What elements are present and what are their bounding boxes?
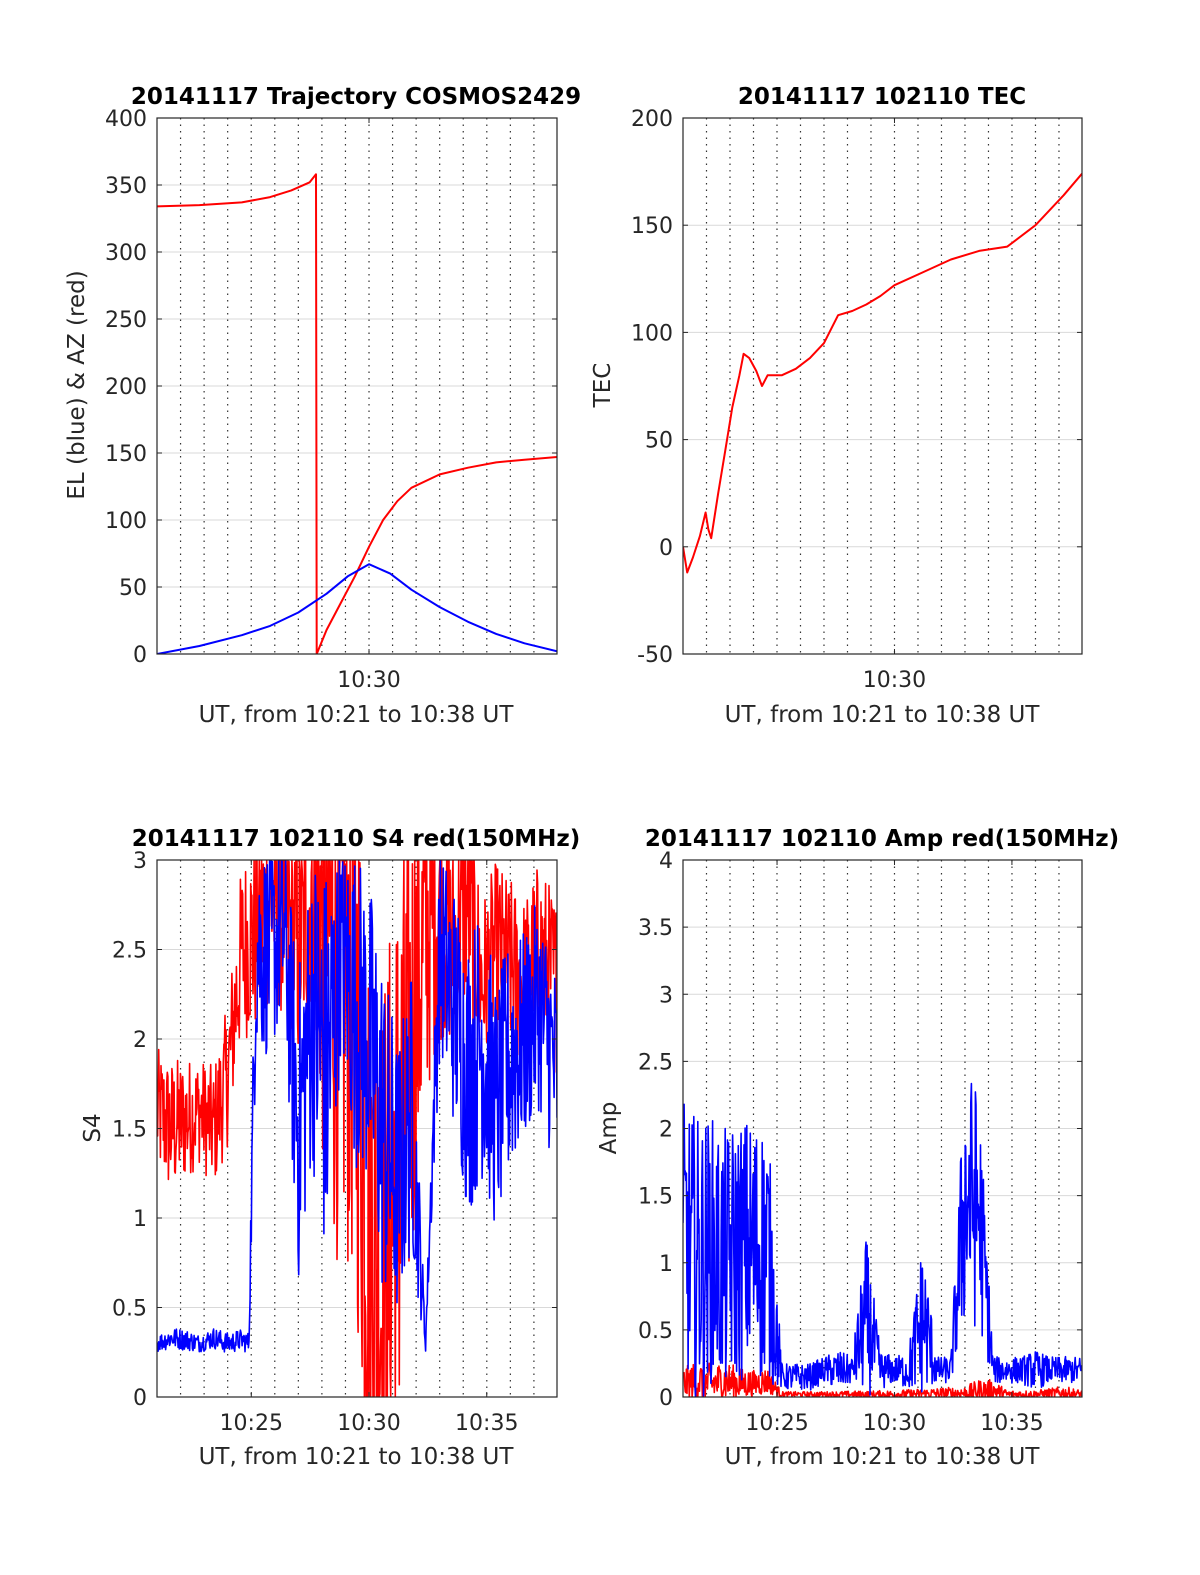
amp-ytick-label-1: 0.5 bbox=[638, 1319, 673, 1344]
tec-ytick-label-1: 0 bbox=[659, 536, 673, 561]
amp-ytick-label-4: 2 bbox=[659, 1118, 673, 1143]
s4-xtick-label-0: 10:25 bbox=[220, 1411, 283, 1436]
tec-panel: 20141117 102110 TEC UT, from 10:21 to 10… bbox=[590, 84, 1083, 728]
trajectory-title: 20141117 Trajectory COSMOS2429 bbox=[131, 84, 581, 110]
trajectory-ytick-label-1: 50 bbox=[119, 576, 147, 601]
amp-plot-area: 0 0.5 1 1.5 2 2.5 3 3.5 4 10:25 10:30 10:35 bbox=[638, 849, 1083, 1436]
tec-xtick-label-0: 10:30 bbox=[863, 668, 926, 693]
tec-plot-area: -50 0 50 100 150 200 10:30 bbox=[631, 107, 1083, 693]
tec-series-group bbox=[683, 173, 1082, 574]
s4-ytick-label-4: 2 bbox=[133, 1028, 147, 1053]
trajectory-ytick-label-2: 100 bbox=[105, 509, 147, 534]
s4-series-blue-line bbox=[157, 860, 557, 1353]
trajectory-ytick-label-4: 200 bbox=[105, 375, 147, 400]
tec-series-red-line bbox=[683, 173, 1082, 574]
amp-xtick-label-2: 10:35 bbox=[980, 1411, 1043, 1436]
tec-ylabel: TEC bbox=[590, 363, 616, 409]
trajectory-ylabel: EL (blue) & AZ (red) bbox=[64, 270, 90, 499]
amp-ytick-label-8: 4 bbox=[659, 849, 673, 874]
s4-xlabel: UT, from 10:21 to 10:38 UT bbox=[199, 1444, 515, 1470]
trajectory-ytick-label-0: 0 bbox=[133, 643, 147, 668]
trajectory-xlabel: UT, from 10:21 to 10:38 UT bbox=[199, 702, 515, 728]
s4-series-group bbox=[157, 860, 557, 1397]
amp-series-red-line bbox=[683, 1361, 1082, 1397]
amp-ytick-label-3: 1.5 bbox=[638, 1185, 673, 1210]
s4-xtick-label-1: 10:30 bbox=[337, 1411, 400, 1436]
trajectory-series-red-line bbox=[157, 173, 557, 654]
s4-ytick-label-5: 2.5 bbox=[112, 939, 147, 964]
amp-xlabel: UT, from 10:21 to 10:38 UT bbox=[725, 1444, 1041, 1470]
s4-ytick-label-2: 1 bbox=[133, 1207, 147, 1232]
amp-series-blue-line bbox=[683, 1082, 1082, 1397]
trajectory-series-group bbox=[157, 173, 557, 654]
amp-ytick-label-0: 0 bbox=[659, 1386, 673, 1411]
s4-ytick-label-6: 3 bbox=[133, 849, 147, 874]
trajectory-series-blue-line bbox=[157, 563, 557, 654]
trajectory-xtick-label-0: 10:30 bbox=[337, 668, 400, 693]
s4-plot-area: 0 0.5 1 1.5 2 2.5 3 10:25 10:30 10:35 bbox=[112, 849, 558, 1436]
amp-xtick-label-1: 10:30 bbox=[863, 1411, 926, 1436]
tec-title: 20141117 102110 TEC bbox=[738, 84, 1026, 110]
s4-title: 20141117 102110 S4 red(150MHz) bbox=[132, 826, 581, 852]
trajectory-panel: 20141117 Trajectory COSMOS2429 UT, from … bbox=[64, 84, 581, 728]
s4-ylabel: S4 bbox=[80, 1113, 106, 1142]
tec-ytick-label-3: 100 bbox=[631, 321, 673, 346]
trajectory-ytick-label-6: 300 bbox=[105, 241, 147, 266]
s4-panel: 20141117 102110 S4 red(150MHz) UT, from … bbox=[80, 826, 580, 1470]
trajectory-ytick-label-3: 150 bbox=[105, 442, 147, 467]
trajectory-ytick-label-7: 350 bbox=[105, 174, 147, 199]
amp-ytick-label-6: 3 bbox=[659, 983, 673, 1008]
s4-ytick-label-1: 0.5 bbox=[112, 1297, 147, 1322]
amp-ytick-label-5: 2.5 bbox=[638, 1050, 673, 1075]
amp-series-group bbox=[683, 1082, 1082, 1397]
tec-ytick-label-2: 50 bbox=[645, 429, 673, 454]
s4-ytick-label-3: 1.5 bbox=[112, 1118, 147, 1143]
amp-ytick-label-7: 3.5 bbox=[638, 916, 673, 941]
amp-ytick-label-2: 1 bbox=[659, 1252, 673, 1277]
s4-xtick-label-2: 10:35 bbox=[455, 1411, 518, 1436]
trajectory-ytick-label-5: 250 bbox=[105, 308, 147, 333]
tec-axes-frame bbox=[682, 117, 1083, 655]
tec-ytick-label-5: 200 bbox=[631, 107, 673, 132]
tec-ytick-label-4: 150 bbox=[631, 214, 673, 239]
amp-xtick-label-0: 10:25 bbox=[745, 1411, 808, 1436]
trajectory-ytick-label-8: 400 bbox=[105, 107, 147, 132]
trajectory-plot-area: 0 50 100 150 200 250 300 350 400 10:30 bbox=[105, 107, 558, 693]
amp-title: 20141117 102110 Amp red(150MHz) bbox=[645, 826, 1119, 852]
amp-panel: 20141117 102110 Amp red(150MHz) UT, from… bbox=[596, 826, 1119, 1470]
amp-ylabel: Amp bbox=[596, 1102, 622, 1155]
tec-xlabel: UT, from 10:21 to 10:38 UT bbox=[725, 702, 1041, 728]
s4-ytick-label-0: 0 bbox=[133, 1386, 147, 1411]
tec-ytick-label-0: -50 bbox=[637, 643, 673, 668]
